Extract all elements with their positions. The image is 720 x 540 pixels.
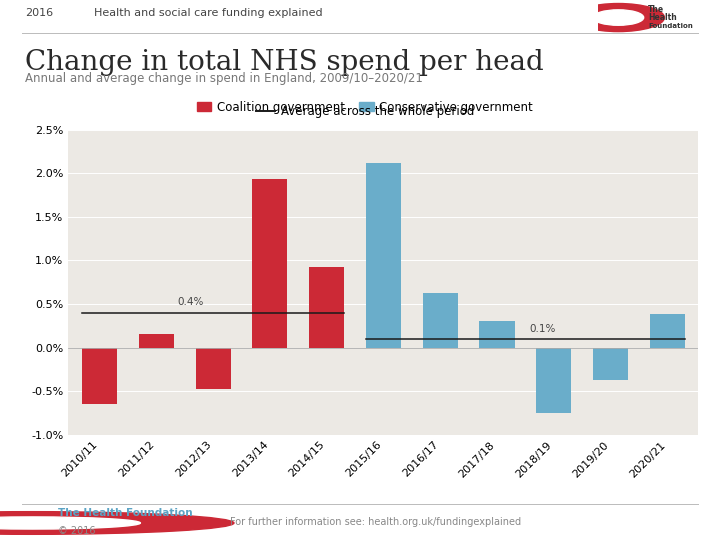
Bar [139,334,174,348]
Text: Health: Health [648,13,677,22]
Bar [480,321,515,348]
Bar [82,348,117,404]
Circle shape [593,10,644,25]
Bar [649,314,685,348]
Bar [252,179,287,348]
Circle shape [572,3,665,31]
Bar [593,348,628,380]
Text: The: The [648,5,665,14]
Legend: Average across the whole period: Average across the whole period [251,100,479,123]
Bar [309,267,344,348]
Text: For further information see: health.org.uk/fundingexplained: For further information see: health.org.… [230,517,521,527]
Bar [536,348,571,413]
Circle shape [0,517,140,529]
Text: 0.4%: 0.4% [177,298,204,307]
Text: 0.1%: 0.1% [529,323,556,334]
Text: 2016: 2016 [25,8,53,18]
Circle shape [0,512,234,535]
Text: Foundation: Foundation [648,23,693,29]
Text: Health and social care funding explained: Health and social care funding explained [94,8,323,18]
Bar [423,293,458,348]
Text: Change in total NHS spend per head: Change in total NHS spend per head [25,49,544,76]
Text: The Health Foundation: The Health Foundation [58,508,192,518]
Text: © 2016: © 2016 [58,526,95,536]
Bar [196,348,230,389]
Bar [366,163,401,348]
Text: Annual and average change in spend in England, 2009/10–2020/21: Annual and average change in spend in En… [25,72,423,85]
